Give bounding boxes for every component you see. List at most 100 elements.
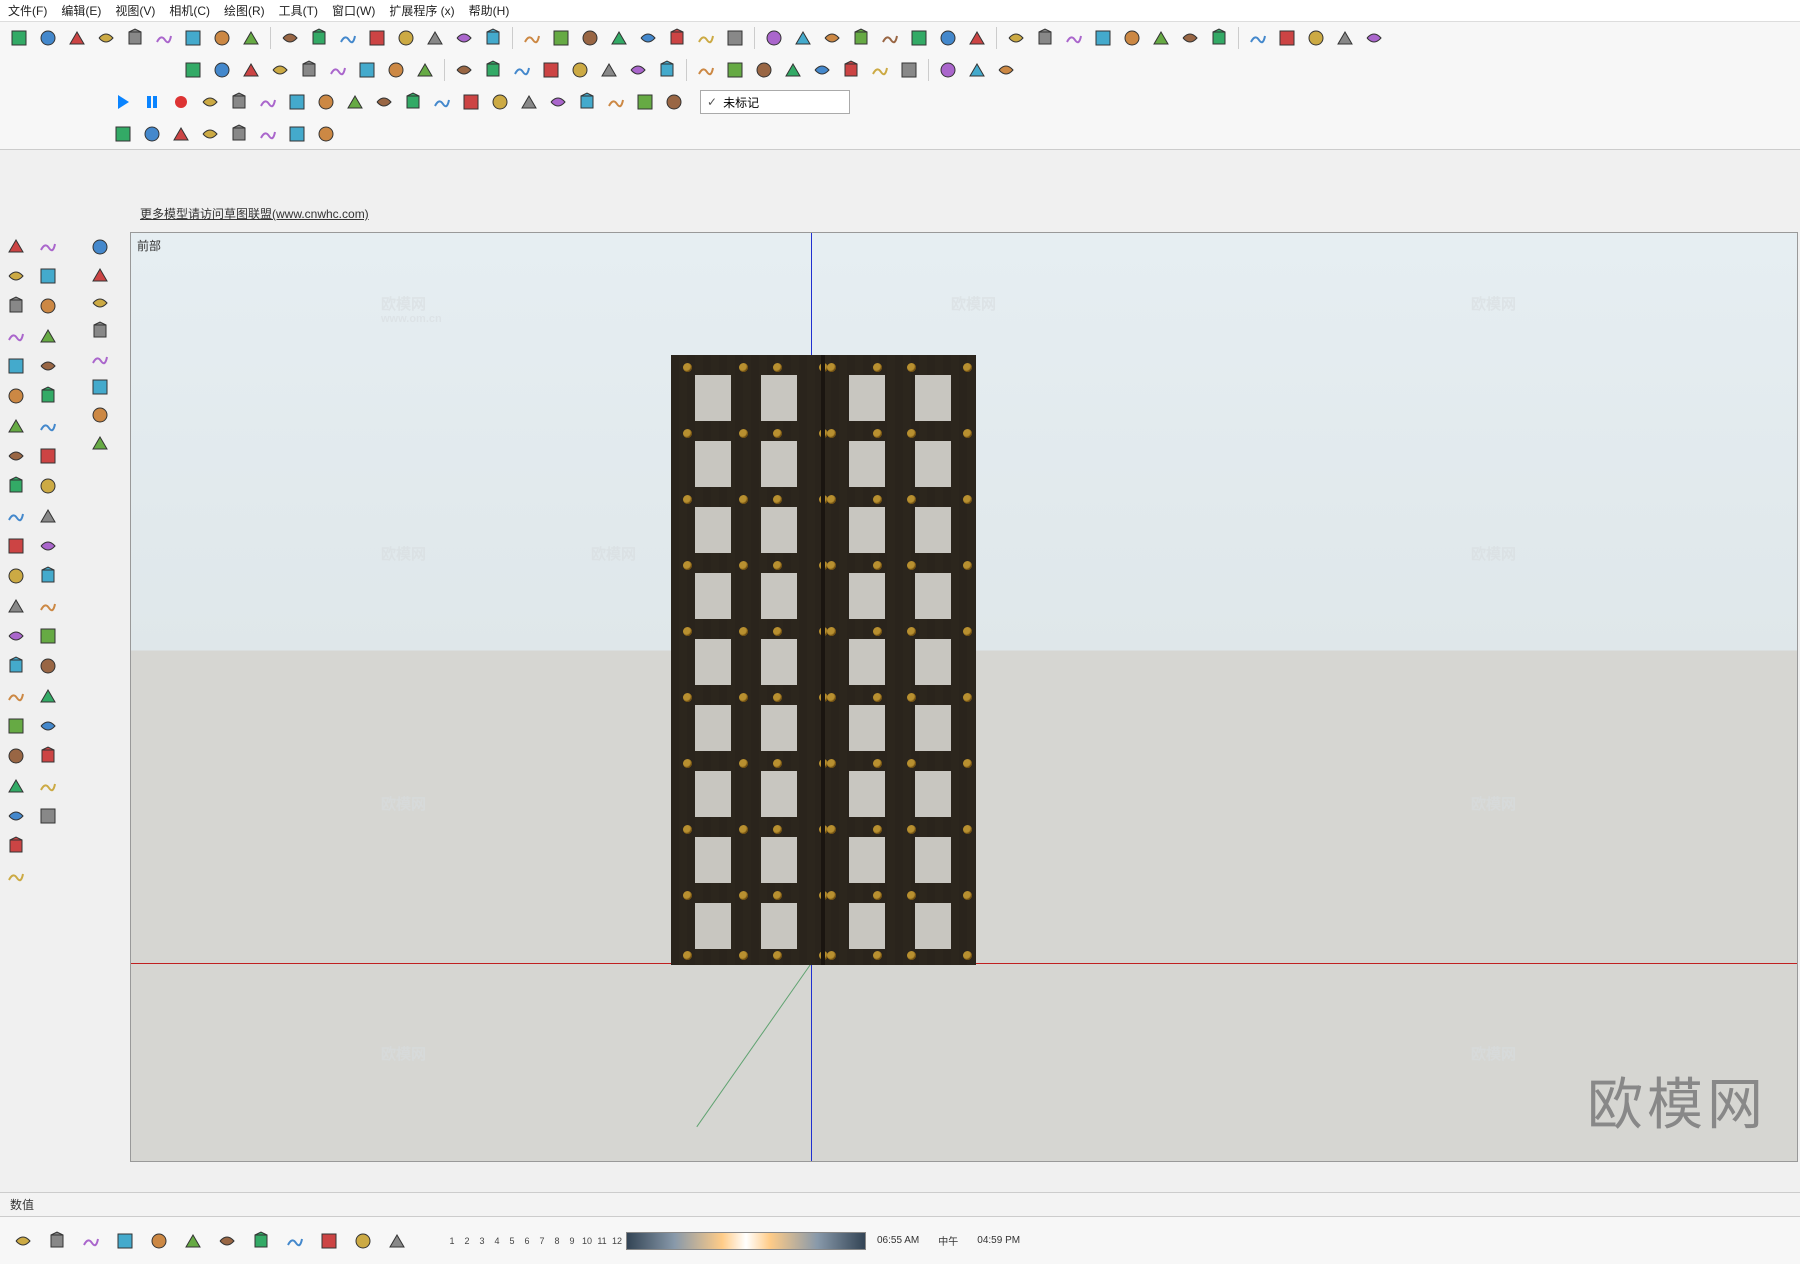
bars-icon[interactable] (93, 25, 119, 51)
curve3-icon[interactable] (34, 412, 62, 440)
select-icon[interactable] (2, 232, 30, 260)
rot-icon[interactable] (34, 442, 62, 470)
move-icon[interactable] (2, 472, 30, 500)
share-icon[interactable] (178, 1226, 208, 1256)
wave1-icon[interactable] (151, 25, 177, 51)
eraser2-icon[interactable] (87, 430, 113, 456)
stack-icon[interactable] (1003, 25, 1029, 51)
dots-icon[interactable] (246, 1226, 276, 1256)
dome-icon[interactable] (606, 25, 632, 51)
target-icon[interactable] (2, 772, 30, 800)
house1-icon[interactable] (1206, 25, 1232, 51)
spiral-icon[interactable] (209, 25, 235, 51)
layers2-icon[interactable] (34, 802, 62, 830)
follow-icon[interactable] (34, 502, 62, 530)
layers2-icon[interactable] (284, 89, 310, 115)
hex-icon[interactable] (1177, 25, 1203, 51)
more-icon[interactable] (382, 1226, 412, 1256)
surf2-icon[interactable] (664, 25, 690, 51)
walk2-icon[interactable] (34, 772, 62, 800)
cubes5-icon[interactable] (751, 57, 777, 83)
gear-icon[interactable] (87, 318, 113, 344)
menu-item[interactable]: 编辑(E) (61, 2, 101, 19)
node-icon[interactable] (34, 712, 62, 740)
house2-icon[interactable] (1245, 25, 1271, 51)
cube9-icon[interactable] (867, 57, 893, 83)
rotate-icon[interactable] (2, 502, 30, 530)
home-icon[interactable] (1274, 25, 1300, 51)
cloud4-icon[interactable] (197, 121, 223, 147)
eye-icon[interactable] (458, 89, 484, 115)
offset-icon[interactable] (2, 562, 30, 590)
stack-icon[interactable] (144, 1226, 174, 1256)
paint2-icon[interactable] (34, 532, 62, 560)
push-icon[interactable] (34, 472, 62, 500)
plus-icon[interactable] (110, 1226, 140, 1256)
shade3-icon[interactable] (993, 57, 1019, 83)
cone-icon[interactable] (371, 89, 397, 115)
v1-icon[interactable] (8, 1226, 38, 1256)
surf1-icon[interactable] (635, 25, 661, 51)
rot1-icon[interactable] (451, 25, 477, 51)
arc2-icon[interactable] (2, 412, 30, 440)
circle-icon[interactable] (2, 352, 30, 380)
eye2-icon[interactable] (34, 592, 62, 620)
box3-icon[interactable] (661, 89, 687, 115)
help-icon[interactable] (313, 89, 339, 115)
tag-dropdown[interactable]: 未标记 (700, 90, 850, 114)
rot2-icon[interactable] (548, 25, 574, 51)
axes-icon[interactable] (2, 652, 30, 680)
3d-viewport[interactable]: 前部 欧模网 www.om.cn 欧模网 欧模网 欧模网 欧模网 欧模网 欧模网… (130, 232, 1798, 1162)
walk-icon[interactable] (2, 712, 30, 740)
pencil-icon[interactable] (2, 292, 30, 320)
eraser-icon[interactable] (2, 262, 30, 290)
cube7-icon[interactable] (809, 57, 835, 83)
cloud2-icon[interactable] (139, 121, 165, 147)
refresh-icon[interactable] (284, 121, 310, 147)
cubes4-icon[interactable] (722, 57, 748, 83)
line2-icon[interactable] (34, 262, 62, 290)
cubes1-icon[interactable] (625, 57, 651, 83)
menu-item[interactable]: 窗口(W) (332, 2, 375, 19)
text-icon[interactable] (2, 622, 30, 650)
red-icon[interactable] (87, 290, 113, 316)
cubes2-icon[interactable] (654, 57, 680, 83)
mirror-icon[interactable] (848, 25, 874, 51)
zoom2-icon[interactable] (34, 682, 62, 710)
target-icon[interactable] (722, 25, 748, 51)
undo-icon[interactable] (238, 57, 264, 83)
rect-icon[interactable] (2, 322, 30, 350)
tri-icon[interactable] (383, 57, 409, 83)
boxes-icon[interactable] (354, 57, 380, 83)
paint-icon[interactable] (296, 57, 322, 83)
shade1-icon[interactable] (935, 57, 961, 83)
box4-icon[interactable] (1303, 25, 1329, 51)
cube-icon[interactable] (212, 1226, 242, 1256)
img-icon[interactable] (545, 89, 571, 115)
p-icon[interactable] (487, 89, 513, 115)
menu-item[interactable]: 视图(V) (115, 2, 155, 19)
section-icon[interactable] (2, 802, 30, 830)
pan-icon[interactable] (34, 622, 62, 650)
v2-icon[interactable] (42, 1226, 72, 1256)
folder-icon[interactable] (1061, 25, 1087, 51)
circ2-icon[interactable] (34, 322, 62, 350)
orbit-icon[interactable] (34, 652, 62, 680)
box-icon[interactable] (325, 57, 351, 83)
down-icon[interactable] (87, 234, 113, 260)
box5-icon[interactable] (1332, 25, 1358, 51)
sweep-icon[interactable] (364, 25, 390, 51)
play-icon[interactable] (110, 89, 136, 115)
sketch-icon[interactable] (6, 25, 32, 51)
cube1-icon[interactable] (393, 25, 419, 51)
square-icon[interactable] (906, 25, 932, 51)
scale-icon[interactable] (2, 532, 30, 560)
menu-item[interactable]: 文件(F) (8, 2, 47, 19)
arc3-icon[interactable] (34, 352, 62, 380)
menu-item[interactable]: 帮助(H) (469, 2, 510, 19)
nodes-icon[interactable] (255, 121, 281, 147)
dots-icon[interactable] (877, 25, 903, 51)
arc-icon[interactable] (2, 382, 30, 410)
v3-icon[interactable] (76, 1226, 106, 1256)
tape-icon[interactable] (2, 592, 30, 620)
